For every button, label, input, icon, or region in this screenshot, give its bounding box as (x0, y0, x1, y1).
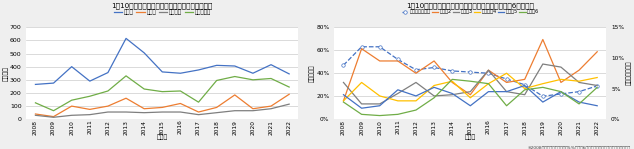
東京圏 (49, 82, 57, 84)
その他地域 (49, 110, 57, 112)
名古屋圏 (177, 111, 184, 113)
大阪圏 (122, 97, 130, 99)
東京圏 (32, 84, 39, 85)
名古屋圏 (122, 111, 130, 113)
その他地域 (122, 75, 130, 77)
その他地域 (231, 76, 238, 77)
名古屋圏 (267, 108, 275, 110)
その他地域 (267, 78, 275, 79)
名古屋圏 (104, 111, 112, 113)
Legend: 東京都（左軸）, 大阪府2, 愛知県3, 神奈川県4, 千葉県5, 北海道6: 東京都（左軸）, 大阪府2, 愛知県3, 神奈川県4, 千葉県5, 北海道6 (401, 10, 539, 14)
大阪圏 (285, 93, 293, 95)
Line: その他地域: その他地域 (36, 76, 289, 111)
Line: 名古屋圏: 名古屋圏 (36, 104, 289, 117)
名古屋圏 (231, 110, 238, 112)
大阪圏 (249, 108, 257, 110)
名古屋圏 (140, 112, 148, 114)
東京圏 (213, 65, 221, 66)
大阪圏 (177, 103, 184, 104)
その他地域 (195, 101, 202, 103)
その他地域 (68, 99, 75, 101)
Title: 1件10億円以下の収益不動産取引で全国シェア上位6都道府県: 1件10億円以下の収益不動産取引で全国シェア上位6都道府県 (406, 3, 534, 9)
東京圏 (249, 72, 257, 74)
Line: 大阪圏: 大阪圏 (36, 94, 289, 117)
東京圏 (195, 69, 202, 71)
大阪圏 (104, 105, 112, 107)
東京圏 (267, 64, 275, 66)
X-axis label: （年）: （年） (157, 135, 168, 140)
大阪圏 (68, 105, 75, 107)
X-axis label: （年）: （年） (465, 135, 476, 140)
名古屋圏 (213, 112, 221, 114)
その他地域 (32, 102, 39, 104)
大阪圏 (267, 105, 275, 107)
その他地域 (140, 88, 148, 90)
名古屋圏 (285, 103, 293, 105)
大阪圏 (49, 116, 57, 118)
Y-axis label: （東京都以外）: （東京都以外） (626, 61, 631, 86)
東京圏 (122, 38, 130, 39)
東京圏 (86, 80, 94, 82)
名古屋圏 (32, 114, 39, 116)
Y-axis label: （億円）: （億円） (3, 66, 8, 81)
その他地域 (104, 90, 112, 92)
名古屋圏 (49, 116, 57, 118)
東京圏 (231, 65, 238, 67)
Text: ※2008年以降の平均シェアが5%以上の6都道府県。道府県名の右の数字は順位: ※2008年以降の平均シェアが5%以上の6都道府県。道府県名の右の数字は順位 (527, 145, 631, 149)
大阪圏 (158, 107, 166, 108)
その他地域 (158, 91, 166, 93)
東京圏 (177, 72, 184, 74)
名古屋圏 (86, 114, 94, 115)
その他地域 (285, 86, 293, 88)
名古屋圏 (68, 114, 75, 116)
東京圏 (158, 71, 166, 73)
その他地域 (249, 79, 257, 81)
その他地域 (86, 95, 94, 97)
Legend: 東京圏, 大阪圏, 名古屋圏, その他地域: 東京圏, 大阪圏, 名古屋圏, その他地域 (113, 10, 211, 15)
その他地域 (213, 80, 221, 81)
名古屋圏 (249, 110, 257, 112)
名古屋圏 (195, 114, 202, 115)
東京圏 (68, 66, 75, 67)
大阪圏 (213, 107, 221, 108)
大阪圏 (86, 108, 94, 110)
大阪圏 (231, 94, 238, 96)
Y-axis label: （東京都）: （東京都） (309, 65, 315, 82)
大阪圏 (140, 108, 148, 110)
Line: 東京圏: 東京圏 (36, 38, 289, 84)
Title: 1件10億円以下の収益不動産取引での物件所在地: 1件10億円以下の収益不動産取引での物件所在地 (112, 3, 213, 9)
その他地域 (177, 90, 184, 92)
東京圏 (140, 52, 148, 54)
東京圏 (104, 72, 112, 73)
大阪圏 (195, 111, 202, 113)
東京圏 (285, 73, 293, 75)
名古屋圏 (158, 111, 166, 113)
大阪圏 (32, 113, 39, 115)
